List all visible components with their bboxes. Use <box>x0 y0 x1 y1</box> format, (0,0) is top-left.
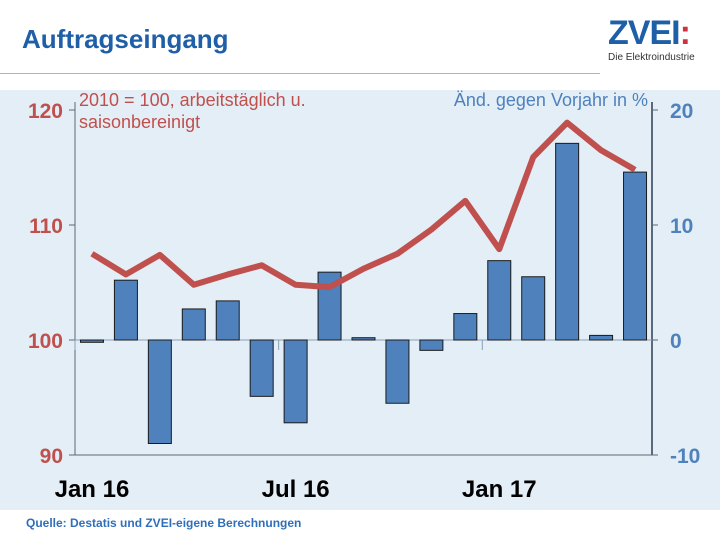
bar <box>487 260 512 341</box>
left-axis-label-line1: 2010 = 100, arbeitstäglich u. <box>79 90 306 110</box>
source-note: Quelle: Destatis und ZVEI-eigene Berechn… <box>26 516 302 530</box>
bar <box>181 308 206 341</box>
header-divider <box>0 73 600 74</box>
bar <box>555 142 580 341</box>
x-tick-label: Jan 16 <box>55 476 130 503</box>
right-tick-label: 10 <box>670 215 693 238</box>
left-tick-label: 120 <box>28 100 63 123</box>
bar <box>215 300 240 341</box>
bar <box>79 339 104 343</box>
left-tick-label: 90 <box>40 445 63 468</box>
bar <box>249 339 274 397</box>
index-line <box>90 119 637 291</box>
left-tick-label: 110 <box>29 215 63 238</box>
x-tick-label: Jan 17 <box>462 476 537 503</box>
right-tick-label: 20 <box>670 100 693 123</box>
logo-subtitle: Die Elektroindustrie <box>608 52 695 63</box>
bar <box>351 337 376 341</box>
x-tick-label: Jul 16 <box>262 476 330 503</box>
right-tick-label: 0 <box>670 330 682 353</box>
bar <box>521 276 546 341</box>
zvei-logo: ZVEI: Die Elektroindustrie <box>608 16 718 70</box>
right-axis-label: Änd. gegen Vorjahr in % <box>454 90 648 110</box>
bar <box>113 279 138 341</box>
bar <box>453 313 478 341</box>
logo-wordmark: ZVEI <box>608 14 681 52</box>
left-tick-label: 100 <box>28 330 63 353</box>
left-axis-label-line2: saisonbereinigt <box>79 112 200 132</box>
right-tick-label: -10 <box>670 445 700 468</box>
bar <box>147 339 172 444</box>
bar <box>419 339 444 351</box>
bar <box>385 339 410 404</box>
bar <box>623 171 648 341</box>
bar <box>283 339 308 424</box>
bar <box>589 334 614 341</box>
page-title: Auftragseingang <box>22 24 229 54</box>
